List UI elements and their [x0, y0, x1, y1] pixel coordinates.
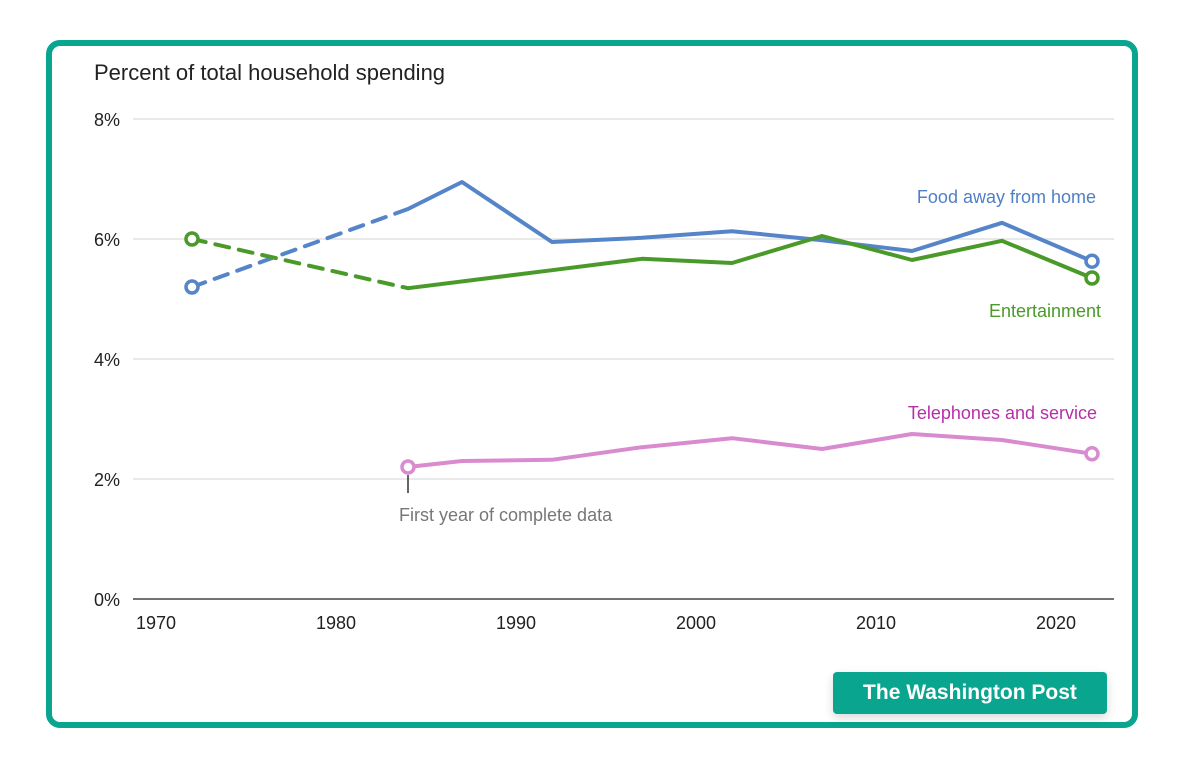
annotation-text: First year of complete data [399, 505, 613, 525]
y-tick-label: 4% [94, 350, 120, 370]
chart-title: Percent of total household spending [94, 60, 445, 85]
y-tick-label: 8% [94, 110, 120, 130]
x-tick-label: 1970 [136, 613, 176, 633]
series-line-dashed [190, 207, 410, 289]
series-line [407, 180, 1093, 264]
y-tick-label: 2% [94, 470, 120, 490]
chart-frame [46, 40, 1138, 728]
washington-post-badge: The Washington Post [833, 672, 1107, 714]
series-endpoint [400, 459, 416, 475]
x-tick-label: 1980 [316, 613, 356, 633]
series-endpoint [184, 279, 200, 295]
series-label: Food away from home [917, 187, 1096, 207]
series-endpoint [1084, 270, 1100, 286]
series-endpoint [1084, 446, 1100, 462]
x-tick-label: 2000 [676, 613, 716, 633]
x-tick-label: 2020 [1036, 613, 1076, 633]
series-label: Entertainment [989, 301, 1101, 321]
series-endpoint [184, 231, 200, 247]
x-tick-label: 2010 [856, 613, 896, 633]
series-endpoint [1084, 253, 1100, 269]
y-tick-label: 0% [94, 590, 120, 610]
series-line [407, 432, 1093, 469]
y-tick-label: 6% [94, 230, 120, 250]
x-tick-label: 1990 [496, 613, 536, 633]
series-label: Telephones and service [908, 403, 1097, 423]
series-line-dashed [190, 237, 410, 291]
series-line [407, 234, 1093, 291]
